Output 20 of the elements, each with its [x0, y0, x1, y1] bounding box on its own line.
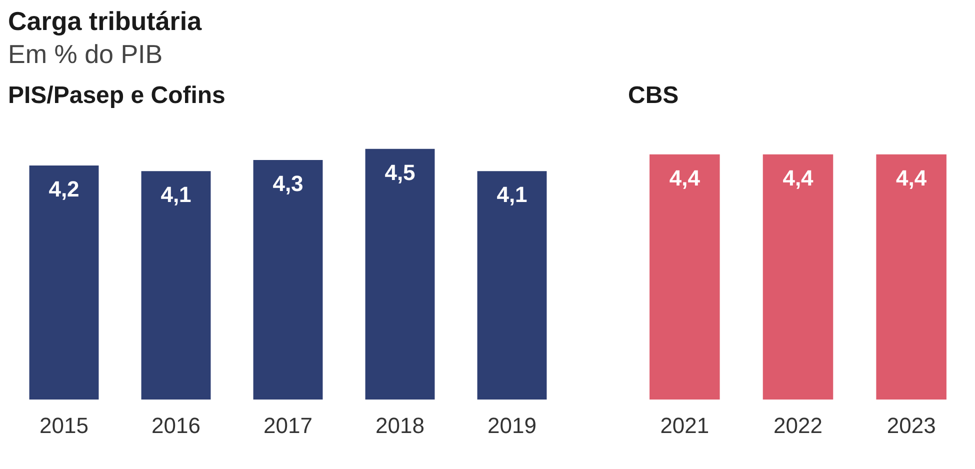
- x-tick-label: 2015: [40, 412, 88, 438]
- chart-title: PIS/Pasep e Cofins: [8, 82, 226, 110]
- text: Carga tributária: [8, 7, 203, 36]
- x-tick-label: 2022: [774, 412, 822, 438]
- text: Em % do PIB: [8, 38, 164, 71]
- x-tick-label: 2023: [886, 412, 936, 438]
- data-label: 4,4: [782, 165, 814, 190]
- x-tick-label: 2016: [152, 412, 200, 438]
- data-label: 4,5: [384, 160, 416, 185]
- x-tick-label: 2017: [264, 412, 312, 438]
- data-label: 4,4: [669, 165, 701, 190]
- x-tick-label: 2018: [376, 412, 424, 438]
- data-label: 4,1: [496, 182, 528, 208]
- data-label: 4,4: [896, 165, 928, 190]
- data-label: 4,1: [160, 182, 192, 208]
- data-label: 4,2: [48, 176, 80, 202]
- x-tick-label: 2019: [488, 412, 536, 438]
- chart-title: CBS: [628, 82, 679, 110]
- data-label: 4,3: [272, 171, 304, 196]
- x-tick-label: 2021: [660, 412, 710, 438]
